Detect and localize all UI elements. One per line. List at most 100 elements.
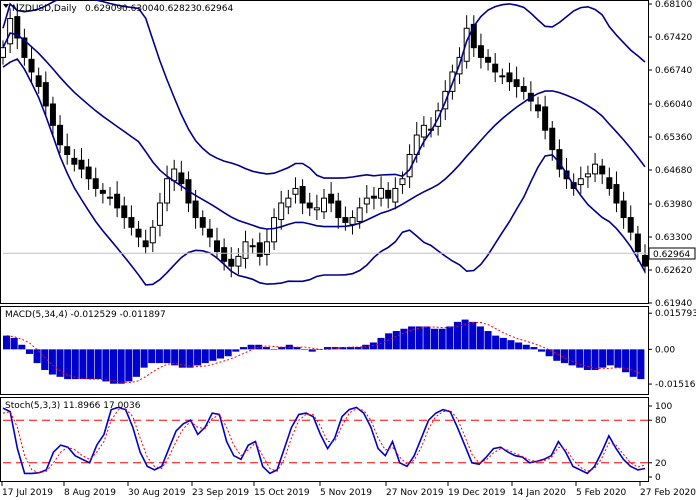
x-tick-label: 17 Jul 2019 — [2, 488, 53, 498]
candle-body — [71, 157, 78, 165]
candle-body — [99, 189, 106, 194]
x-tick-label: 8 Aug 2019 — [64, 488, 116, 498]
price-tick-label: 0.63980 — [655, 200, 692, 210]
candle-body — [278, 202, 285, 221]
candle-body — [178, 172, 185, 185]
ohlc-high: 0.63004 — [122, 4, 159, 14]
macd-histogram-bar — [400, 328, 408, 350]
candle-body — [285, 197, 292, 208]
macd-histogram-bar — [530, 347, 538, 350]
macd-histogram-bar — [522, 344, 530, 350]
macd-histogram-bar — [125, 349, 133, 382]
macd-label: MACD(5,34,4) -0.012529 -0.011897 — [5, 310, 166, 320]
collapse-arrow-icon — [3, 4, 9, 8]
macd-histogram-bar — [186, 349, 194, 368]
candle-body — [35, 75, 42, 88]
macd-histogram-bar — [110, 349, 118, 384]
candle-body — [492, 63, 499, 73]
candle-body — [21, 37, 28, 58]
macd-histogram-bar — [87, 349, 95, 380]
candle-body — [114, 193, 121, 209]
candle-body — [249, 245, 256, 248]
price-tick-label: 0.61940 — [655, 299, 692, 309]
macd-histogram-bar — [629, 349, 637, 377]
stoch-tick-label: 0 — [655, 473, 661, 483]
candle-body — [199, 217, 206, 228]
candle-body — [599, 165, 606, 175]
candle-body — [292, 187, 299, 195]
candle-body — [149, 226, 156, 244]
macd-histogram-bar — [591, 349, 599, 370]
price-tick-label: 0.68100 — [655, 0, 692, 10]
macd-histogram-bar — [599, 349, 607, 368]
macd-histogram-bar — [94, 349, 102, 380]
macd-tick-label: -0.01516 — [655, 380, 696, 390]
macd-histogram-bar — [262, 347, 270, 350]
middle-band-line — [2, 32, 646, 230]
candle-body — [0, 47, 6, 58]
candle-body — [192, 200, 199, 219]
macd-histogram-bar — [392, 331, 400, 350]
price-panel[interactable] — [0, 0, 649, 286]
candle-body — [335, 200, 342, 219]
candle-body — [584, 173, 591, 178]
macd-histogram-bar — [476, 326, 484, 350]
candle-body — [506, 72, 513, 83]
candle-body — [306, 202, 313, 209]
candle-body — [592, 163, 599, 175]
candle-body — [235, 255, 242, 267]
candle-body — [156, 202, 163, 226]
macd-histogram-bar — [33, 349, 41, 364]
candle-body — [321, 197, 327, 213]
x-tick-label: 14 Jan 2020 — [512, 488, 566, 498]
x-tick-label: 27 Nov 2019 — [386, 488, 444, 498]
macd-tick-label: 0.00 — [655, 345, 675, 355]
macd-histogram-bar — [423, 326, 431, 350]
macd-histogram-bar — [568, 349, 576, 366]
candle-body — [85, 166, 92, 180]
candle-body — [221, 247, 228, 262]
candle-body — [420, 124, 427, 138]
candle-body — [613, 184, 620, 204]
candle-body — [128, 217, 135, 228]
candle-body — [370, 195, 377, 199]
candle-body — [142, 240, 149, 248]
macd-histogram-bar — [324, 347, 332, 350]
macd-histogram-bar — [385, 333, 393, 350]
macd-histogram-bar — [369, 342, 377, 350]
price-tick-label: 0.63300 — [655, 233, 692, 243]
macd-histogram-bar — [545, 349, 553, 357]
macd-histogram-bar — [446, 326, 454, 350]
candle-body — [520, 86, 527, 92]
macd-histogram-bar — [163, 349, 171, 364]
stochastic-panel[interactable] — [2, 406, 648, 475]
symbol-label: NZDUSD,Daily — [12, 4, 77, 14]
candle-body — [356, 207, 363, 222]
candle-body — [14, 16, 21, 39]
macd-histogram-bar — [178, 349, 186, 368]
macd-histogram-bar — [255, 344, 263, 350]
candle-body — [620, 200, 627, 219]
macd-histogram-bar — [415, 326, 423, 350]
price-tick-label: 0.65360 — [655, 133, 692, 143]
candle-body — [627, 217, 634, 233]
macd-histogram-bar — [499, 337, 507, 350]
macd-histogram-bar — [102, 349, 110, 382]
candle-body — [606, 177, 613, 189]
macd-histogram-bar — [171, 349, 179, 366]
candle-body — [57, 124, 64, 146]
x-tick-label: 5 Feb 2020 — [576, 488, 627, 498]
candle-body — [399, 178, 406, 186]
candle-body — [577, 178, 584, 186]
macd-panel[interactable] — [3, 319, 645, 384]
price-tick-label: 0.66740 — [655, 66, 692, 76]
macd-histogram-bar — [247, 344, 255, 350]
macd-histogram-bar — [614, 349, 622, 368]
macd-histogram-bar — [194, 349, 202, 366]
macd-histogram-bar — [132, 349, 140, 377]
macd-histogram-bar — [408, 326, 416, 350]
macd-histogram-bar — [209, 349, 217, 361]
macd-histogram-bar — [362, 344, 370, 350]
